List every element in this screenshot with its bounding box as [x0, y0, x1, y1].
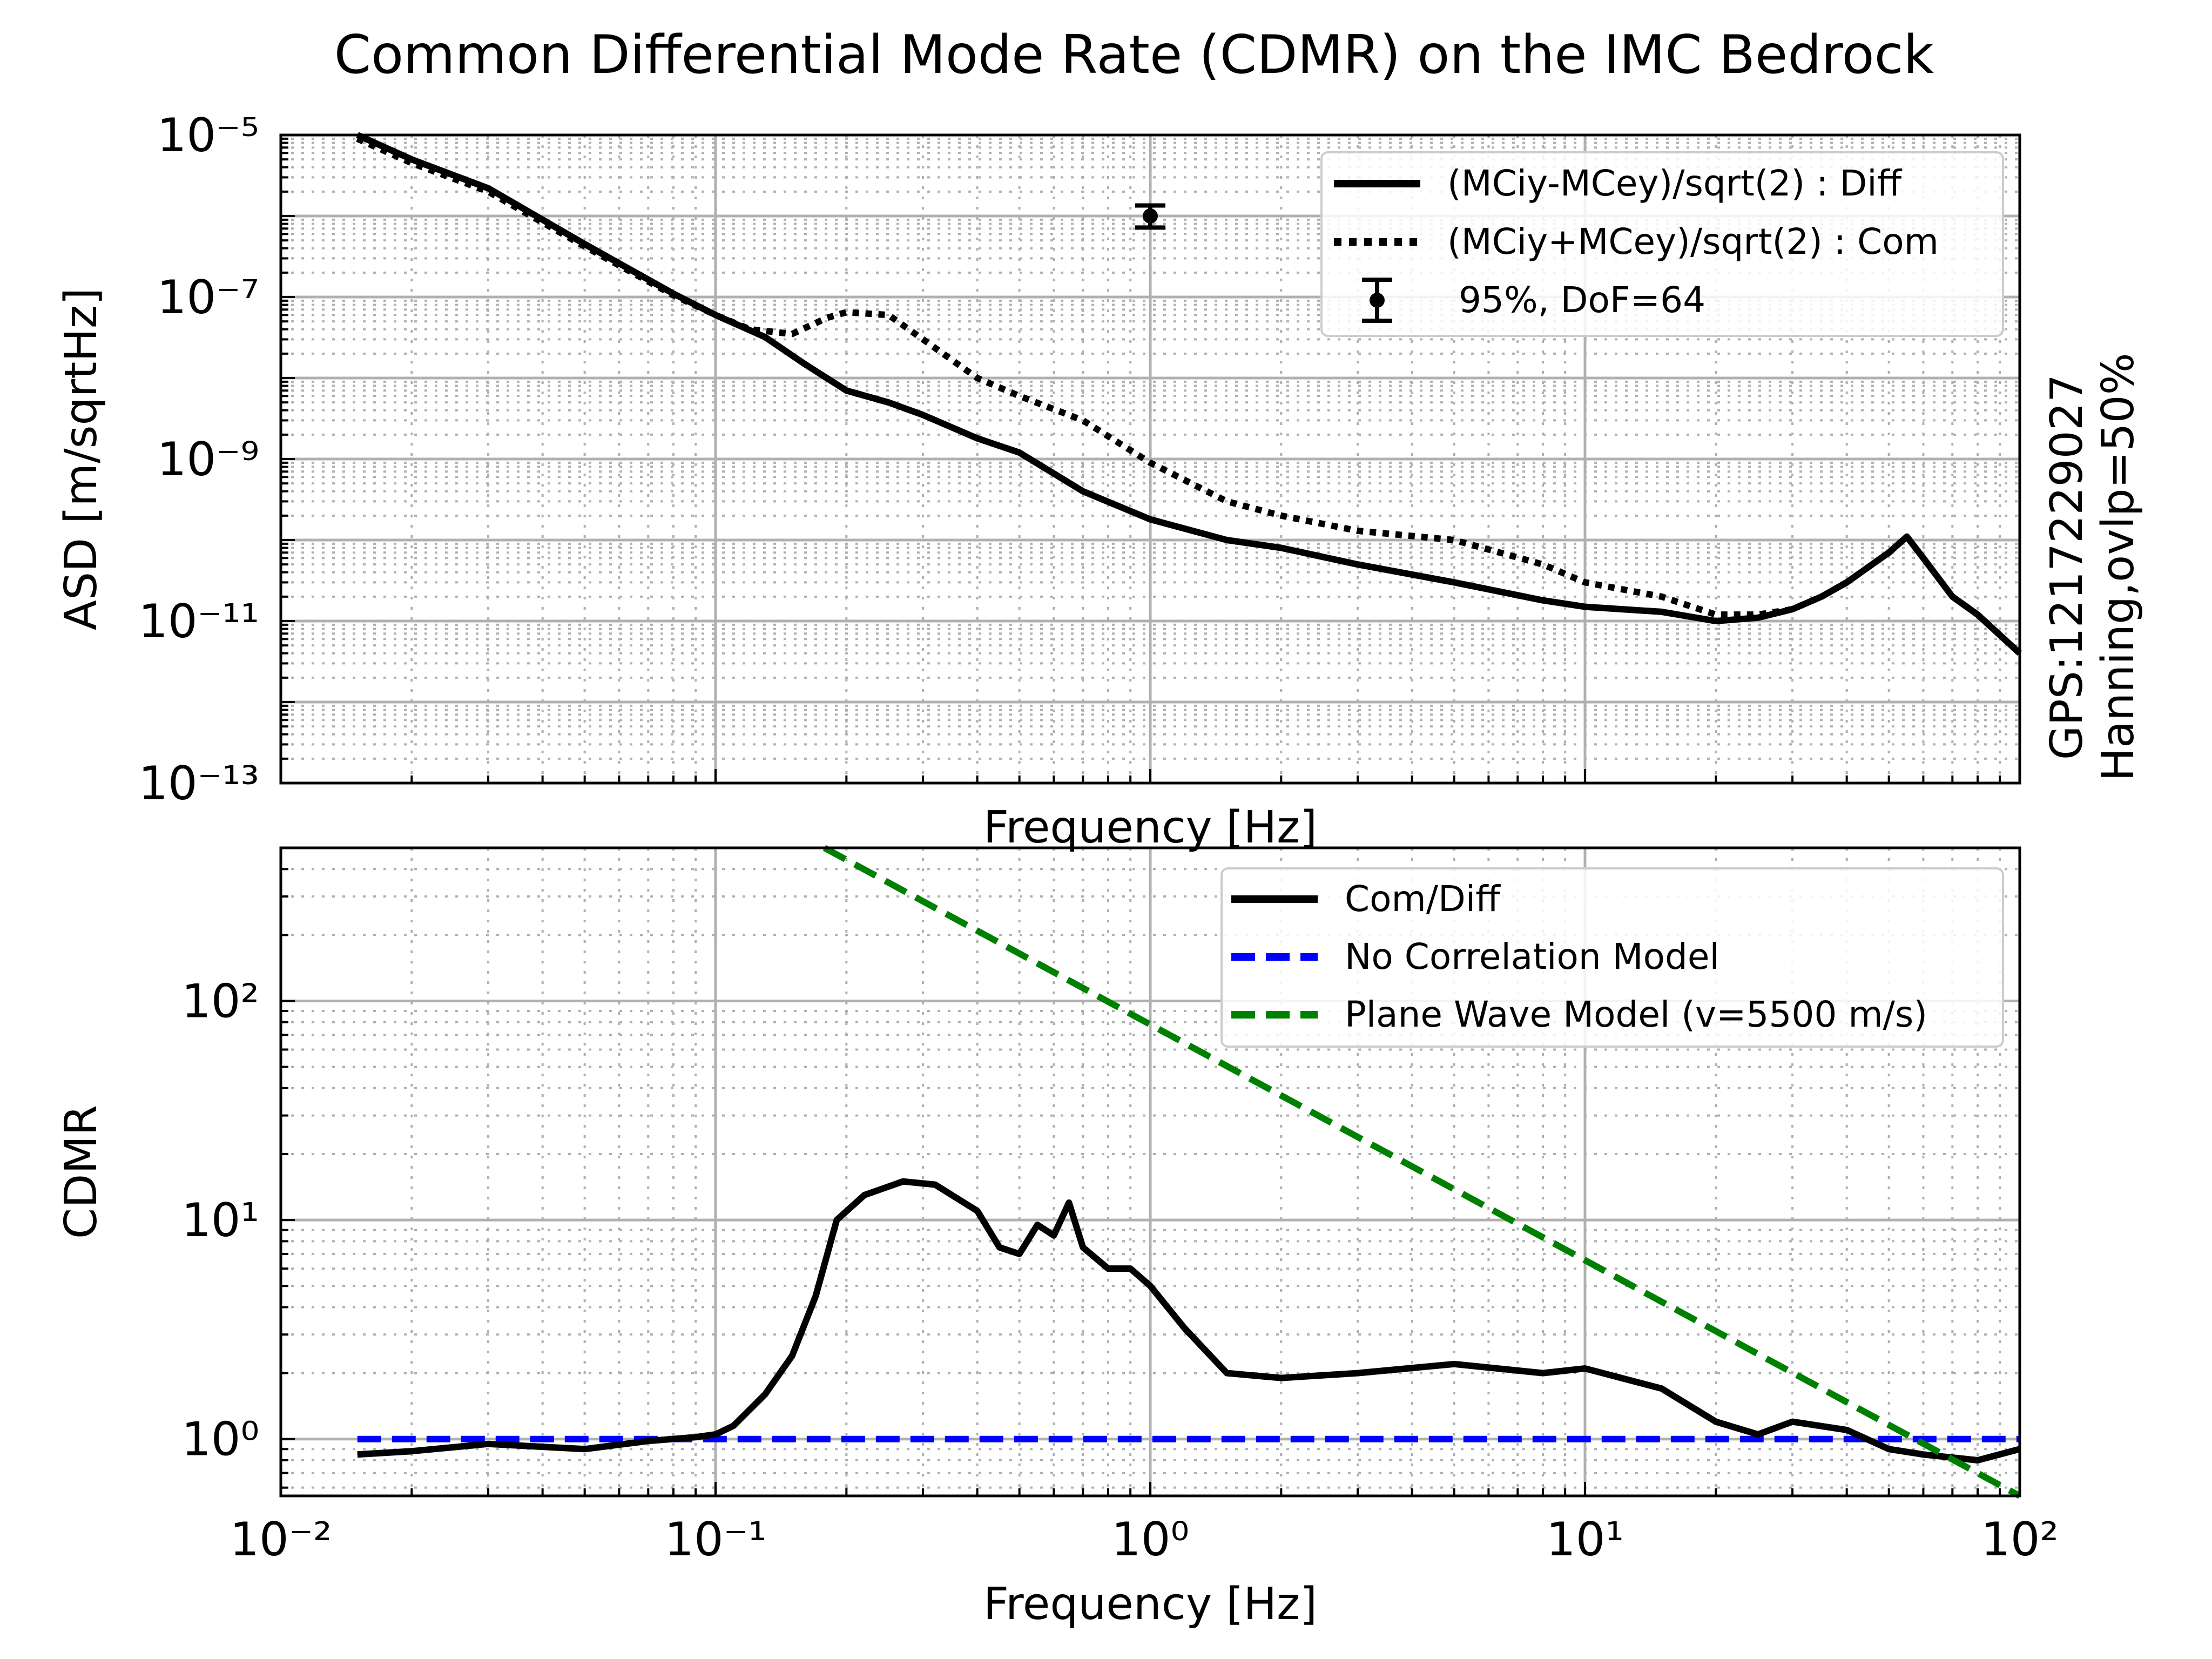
asd-legend-diff-label: (MCiy-MCey)/sqrt(2) : Diff — [1447, 163, 1903, 204]
asd-legend-errorbar-swatch — [1362, 278, 1392, 323]
figure-title: Common Differential Mode Rate (CDMR) on … — [334, 24, 1934, 86]
cdmr-ytick-label: 10² — [181, 974, 259, 1028]
asd-ytick-label: 10⁻¹³ — [138, 757, 259, 811]
cdmr-legend-planewave-label: Plane Wave Model (v=5500 m/s) — [1345, 994, 1927, 1035]
cdmr-xtick-label: 10¹ — [1546, 1513, 1624, 1567]
cdmr-legend-nocorr-label: No Correlation Model — [1345, 936, 1719, 977]
asd-ytick-label: 10⁻⁹ — [157, 433, 259, 487]
asd-ytick-label: 10⁻⁷ — [157, 271, 259, 325]
cdmr-ylabel: CDMR — [56, 1105, 107, 1239]
cdmr-series-layer — [357, 845, 2021, 1499]
cdmr-xlabel: Frequency [Hz] — [983, 1579, 1317, 1630]
cdmr-panel: 10⁰ 10¹ 10² 10⁻² 10⁻¹ 10⁰ 10¹ 10² Frequency [Hz… — [56, 845, 2059, 1630]
asd-legend-com-label: (MCiy+MCey)/sqrt(2) : Com — [1447, 221, 1939, 262]
asd-plot-frame — [279, 133, 2021, 785]
asd-ylabel: ASD [m/sqrtHz] — [56, 288, 107, 630]
asd-legend-errorbar-label: 95%, DoF=64 — [1447, 279, 1705, 321]
asd-tick-labels: 10⁻¹³ 10⁻¹¹ 10⁻⁹ 10⁻⁷ 10⁻⁵ — [138, 109, 259, 811]
asd-legend: (MCiy-MCey)/sqrt(2) : Diff (MCiy+MCey)/s… — [1320, 151, 2004, 337]
cdmr-xtick-label: 10⁻¹ — [664, 1513, 766, 1567]
cdmr-tick-labels: 10⁰ 10¹ 10² 10⁻² 10⁻¹ 10⁰ 10¹ 10² — [181, 974, 2059, 1567]
gps-annotation: GPS:1217229027 — [2041, 374, 2093, 760]
asd-panel: 10⁻¹³ 10⁻¹¹ 10⁻⁹ 10⁻⁷ 10⁻⁵ Frequency [Hz] AS… — [56, 109, 2022, 853]
cdmr-plot-frame — [279, 846, 2021, 1498]
cdmr-legend-ratio-label: Com/Diff — [1345, 878, 1501, 920]
cdmr-xtick-label: 10⁻² — [230, 1513, 332, 1567]
confidence-errorbar — [1135, 203, 1165, 230]
asd-xlabel: Frequency [Hz] — [983, 802, 1317, 853]
cdmr-xtick-label: 10⁰ — [1111, 1513, 1189, 1567]
com-diff-ratio-line — [357, 1178, 2021, 1464]
plane-wave-line — [822, 845, 2021, 1499]
asd-ytick-label: 10⁻¹¹ — [138, 595, 259, 649]
asd-series-layer — [356, 132, 2022, 656]
cdmr-xtick-label: 10² — [1981, 1513, 2059, 1567]
diff-asd-line — [356, 132, 2022, 656]
window-annotation: Hanning,ovlp=50% — [2093, 353, 2144, 781]
asd-ytick-label: 10⁻⁵ — [157, 109, 259, 163]
cdmr-ytick-label: 10¹ — [181, 1193, 259, 1247]
cdmr-legend-box — [1220, 867, 2004, 1048]
cdmr-legend: Com/Diff No Correlation Model Plane Wave… — [1220, 867, 2004, 1048]
errorbar-point — [1143, 208, 1158, 224]
asd-legend-box — [1320, 151, 2004, 337]
cdmr-ytick-label: 10⁰ — [181, 1413, 259, 1467]
